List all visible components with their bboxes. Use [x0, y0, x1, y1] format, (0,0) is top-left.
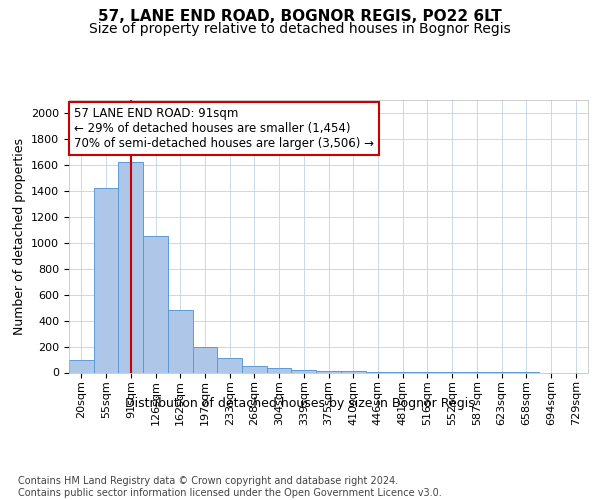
Bar: [341, 371, 365, 372]
Bar: [168, 310, 193, 372]
Bar: [193, 346, 217, 372]
Bar: [69, 360, 94, 372]
Y-axis label: Number of detached properties: Number of detached properties: [13, 138, 26, 335]
Text: Contains HM Land Registry data © Crown copyright and database right 2024.
Contai: Contains HM Land Registry data © Crown c…: [18, 476, 442, 498]
Bar: [143, 236, 168, 372]
Text: 57 LANE END ROAD: 91sqm
← 29% of detached houses are smaller (1,454)
70% of semi: 57 LANE END ROAD: 91sqm ← 29% of detache…: [74, 107, 374, 150]
Bar: [118, 162, 143, 372]
Bar: [292, 370, 316, 372]
Bar: [267, 368, 292, 372]
Text: Distribution of detached houses by size in Bognor Regis: Distribution of detached houses by size …: [125, 398, 475, 410]
Bar: [94, 188, 118, 372]
Bar: [316, 370, 341, 372]
Bar: [242, 366, 267, 372]
Bar: [217, 358, 242, 372]
Text: 57, LANE END ROAD, BOGNOR REGIS, PO22 6LT: 57, LANE END ROAD, BOGNOR REGIS, PO22 6L…: [98, 9, 502, 24]
Text: Size of property relative to detached houses in Bognor Regis: Size of property relative to detached ho…: [89, 22, 511, 36]
